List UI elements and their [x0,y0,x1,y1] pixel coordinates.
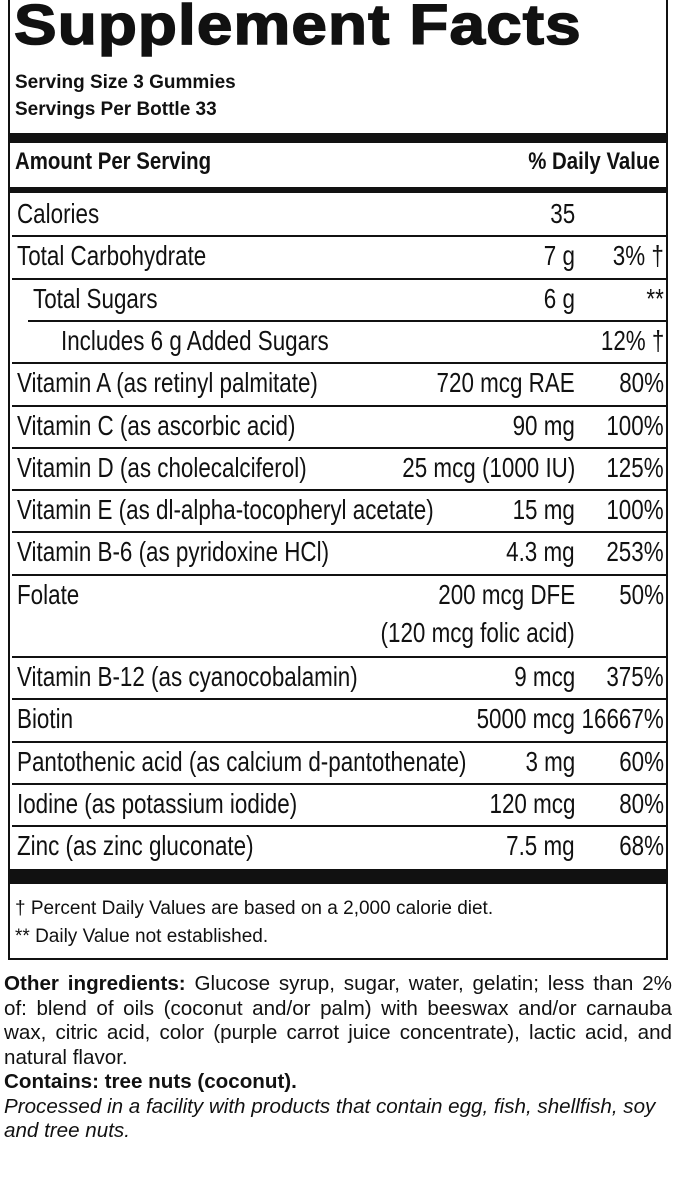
serving-size: Serving Size 3 Gummies [15,72,236,93]
amount: 5000 mcg [476,703,575,735]
row-rule [12,698,667,701]
amount: 200 mcg DFE [438,578,575,610]
daily-value: ** [646,282,664,314]
daily-value: 3% † [612,240,664,272]
row-rule [12,489,667,492]
daily-value: 68% [619,830,664,862]
footnote: ** Daily Value not established. [15,926,269,947]
amount: 90 mg [512,409,575,441]
daily-value: 80% [619,367,664,399]
amount: 7.5 mg [506,830,575,862]
ingredients-text: Glucose syrup, sugar, water, gelatin; le… [4,972,672,1069]
row-rule [12,740,667,743]
nutrient-name: Includes 6 g Added Sugars [61,324,329,356]
daily-value: 80% [619,788,664,820]
thick-bar [10,133,666,143]
ingredients: Other ingredients: Glucose syrup, sugar,… [4,972,672,1070]
amount: 9 mcg [514,661,575,693]
row-rule [12,277,667,280]
row-rule [28,319,667,322]
amount: 6 g [543,282,575,314]
facility-note: Processed in a facility with products th… [4,1094,656,1143]
daily-value: 50% [619,578,664,610]
contains: Contains: tree nuts (coconut). [4,1070,297,1093]
daily-value: 100% [606,409,664,441]
nutrient-name: Vitamin D (as cholecalciferol) [17,451,307,483]
nutrient-name: Total Carbohydrate [17,240,207,272]
daily-value: 12% † [600,324,664,356]
row-rule [12,531,667,534]
amount: 7 g [543,240,575,272]
amount: 4.3 mg [506,536,575,568]
amount: 15 mg [512,494,575,526]
amount: 120 mcg [489,788,575,820]
amount-note: (120 mcg folic acid) [380,616,575,648]
row-rule [12,235,667,238]
nutrient-name: Vitamin E (as dl-alpha-tocopheryl acetat… [17,494,434,526]
row-rule [12,362,667,365]
header-daily-value: % Daily Value [528,148,660,175]
daily-value: 16667% [581,703,664,735]
nutrient-name: Vitamin B-12 (as cyanocobalamin) [17,661,358,693]
daily-value: 60% [619,745,664,777]
amount: 25 mcg (1000 IU) [401,451,575,483]
medium-bar [10,187,666,193]
amount: 3 mg [525,745,575,777]
nutrient-name: Calories [17,198,100,229]
amount: 720 mcg RAE [436,367,575,399]
nutrient-name: Vitamin A (as retinyl palmitate) [17,367,318,399]
ingredients-label: Other ingredients: [4,972,186,995]
nutrient-name: Iodine (as potassium iodide) [17,788,298,820]
row-rule [12,573,667,576]
row-rule [12,783,667,786]
label-border [8,0,668,960]
daily-value: 100% [606,494,664,526]
daily-value: 125% [606,451,664,483]
title: Supplement Facts [13,0,582,58]
amount: 35 [550,198,575,229]
nutrient-name: Pantothenic acid (as calcium d-pantothen… [17,745,467,777]
row-rule [12,404,667,407]
daily-value: 253% [606,536,664,568]
footnote: † Percent Daily Values are based on a 2,… [15,898,494,919]
nutrient-name: Total Sugars [33,282,158,314]
ingredients-block: Other ingredients: Glucose syrup, sugar,… [4,972,672,1144]
nutrient-name: Zinc (as zinc gluconate) [17,830,254,862]
row-rule [12,446,667,449]
nutrient-name: Folate [17,578,80,610]
row-rule [12,825,667,828]
daily-value: 375% [606,661,664,693]
nutrient-name: Biotin [17,703,74,735]
header-amount: Amount Per Serving [15,148,212,175]
servings-per-container: Servings Per Bottle 33 [15,99,217,120]
nutrient-name: Vitamin B-6 (as pyridoxine HCl) [17,536,330,568]
nutrient-name: Vitamin C (as ascorbic acid) [17,409,296,441]
thick-bar [10,869,666,884]
row-rule [12,656,667,659]
